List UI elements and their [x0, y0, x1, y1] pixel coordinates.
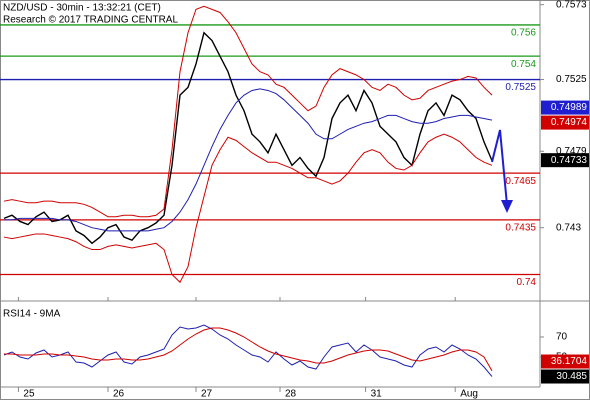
chart-subtitle: Research © 2017 TRADING CENTRAL: [3, 15, 178, 26]
main-panel: 0.7573 0.7525 0.7479 0.743 0.756 0.754 0.7525 0…: [0, 0, 589, 288]
price-marker-label: 0.74989: [551, 102, 588, 113]
series-line: [4, 327, 493, 372]
y-tick-label: 70: [556, 332, 568, 343]
y-tick-label: 0.7573: [556, 0, 587, 10]
price-marker-label: 0.74974: [551, 117, 588, 128]
price-marker-label: 36.1704: [551, 356, 588, 367]
level-label: 0.74: [517, 277, 537, 288]
level-label: 0.7435: [505, 223, 536, 234]
level-label: 0.7465: [505, 176, 536, 187]
x-tick-label: Aug: [460, 389, 478, 400]
price-marker: [541, 153, 589, 168]
price-marker-label: 30.485: [556, 371, 587, 382]
series-line: [3, 31, 493, 245]
series-line: [3, 133, 493, 284]
y-tick-label: 0.743: [556, 222, 581, 233]
level-label: 0.7525: [505, 82, 536, 93]
level-label: 0.754: [511, 59, 536, 70]
arrow-line: [491, 129, 508, 206]
x-tick-label: 26: [113, 389, 125, 400]
x-tick-label: 27: [201, 389, 213, 400]
price-marker: [541, 100, 589, 115]
x-tick-label: 31: [371, 389, 383, 400]
forecast-arrow: [491, 129, 513, 213]
price-marker-label: 0.74733: [551, 155, 588, 166]
price-marker: [541, 369, 589, 384]
price-marker: [541, 354, 589, 369]
chart-title: NZD/USD - 30min - 13:32:21 (CET): [3, 3, 161, 14]
y-tick-label: 0.7479: [556, 146, 587, 157]
x-tick-label: 25: [23, 389, 35, 400]
series-line: [3, 5, 493, 218]
level-label: 0.756: [511, 28, 536, 39]
x-tick-label: 28: [285, 389, 297, 400]
series-line: [3, 324, 493, 377]
arrow-head: [501, 200, 513, 213]
series-line: [4, 88, 493, 232]
price-marker: [541, 115, 589, 130]
y-tick-label: 0.7525: [556, 74, 587, 85]
rsi-title: RSI14 - 9MA: [3, 309, 61, 320]
